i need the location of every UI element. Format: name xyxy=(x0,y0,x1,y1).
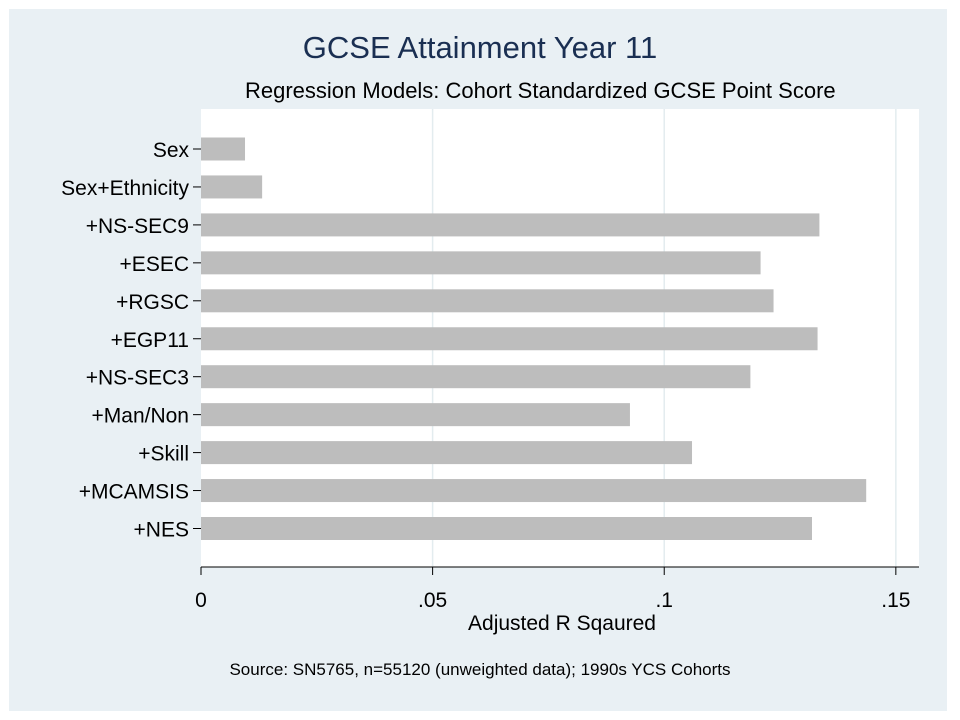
chart-subtitle: Regression Models: Cohort Standardized G… xyxy=(245,78,836,103)
bar xyxy=(201,441,693,465)
category-label: Sex xyxy=(153,139,190,162)
x-tick-label: .1 xyxy=(655,589,673,612)
x-tick-label: 0 xyxy=(195,589,207,612)
bar xyxy=(201,213,820,237)
bar xyxy=(201,251,761,275)
category-label: +Skill xyxy=(138,443,189,466)
category-label: +NS-SEC9 xyxy=(86,215,189,238)
bar xyxy=(201,365,751,389)
category-label: +Man/Non xyxy=(92,405,189,428)
category-label: +NES xyxy=(134,519,189,542)
bar xyxy=(201,403,630,427)
bar xyxy=(201,137,246,161)
category-label: +ESEC xyxy=(120,253,189,276)
source-note: Source: SN5765, n=55120 (unweighted data… xyxy=(229,660,731,679)
x-tick-label: .05 xyxy=(418,589,447,612)
category-label: +RGSC xyxy=(116,291,189,314)
chart-title: GCSE Attainment Year 11 xyxy=(302,30,658,65)
x-tick-label: .15 xyxy=(881,589,910,612)
bar xyxy=(201,517,812,540)
category-label: +EGP11 xyxy=(111,329,189,352)
bar xyxy=(201,479,867,503)
x-axis-label: Adjusted R Sqaured xyxy=(468,612,656,635)
bar xyxy=(201,289,774,313)
bar xyxy=(201,175,263,199)
bar xyxy=(201,327,818,351)
category-label: Sex+Ethnicity xyxy=(61,177,189,200)
category-label: +MCAMSIS xyxy=(79,481,189,504)
category-label: +NS-SEC3 xyxy=(86,367,189,390)
